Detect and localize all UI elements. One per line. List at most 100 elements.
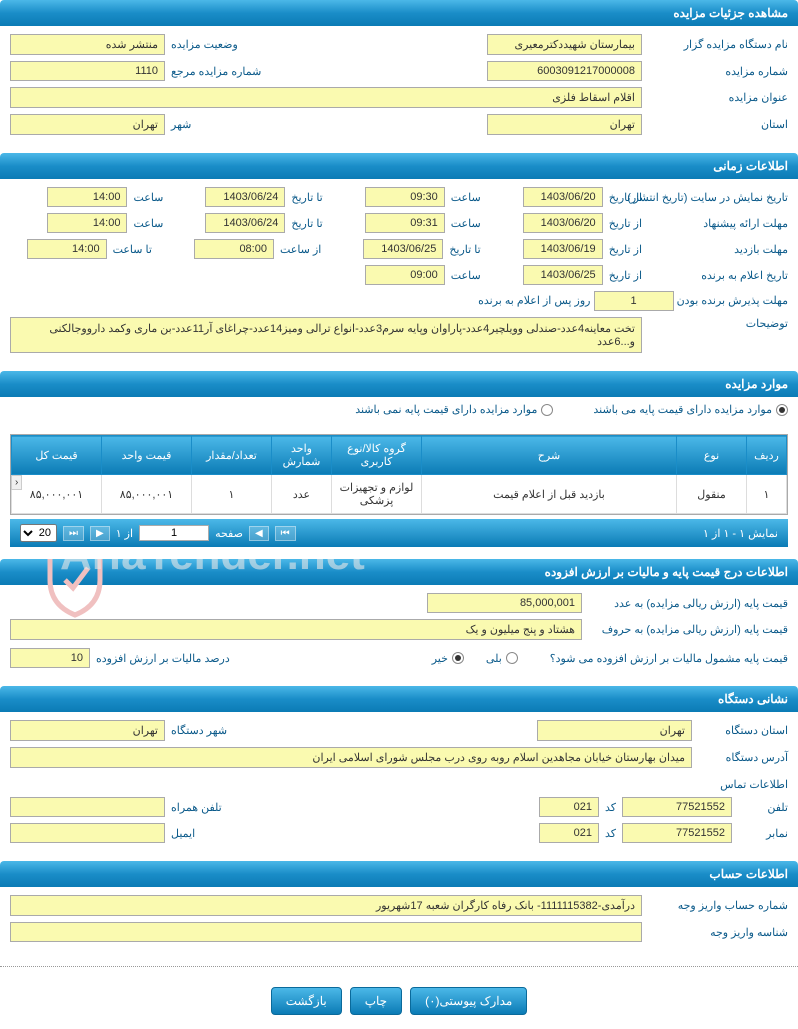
field-from-date-1: 1403/06/20: [523, 213, 603, 233]
label-province: استان: [648, 118, 788, 131]
label-winner-announce: تاریخ اعلام به برنده: [648, 269, 788, 282]
pager-page-label: صفحه: [215, 527, 243, 540]
th-qty: تعداد/مقدار: [192, 436, 272, 475]
td-type: منقول: [677, 475, 747, 514]
field-city: تهران: [10, 114, 165, 135]
th-row: ردیف: [747, 436, 787, 475]
th-unit: واحد شمارش: [272, 436, 332, 475]
field-from-date-2: 1403/06/19: [523, 239, 603, 259]
radio-vat-yes[interactable]: بلی: [486, 652, 518, 665]
field-time2-0: 14:00: [47, 187, 127, 207]
radio-vat-no[interactable]: خیر: [432, 652, 464, 665]
td-unit: عدد: [272, 475, 332, 514]
field-org-name: بیمارستان شهیددکترمعیری: [487, 34, 642, 55]
back-button[interactable]: بازگشت: [271, 987, 342, 1015]
field-org-city: تهران: [10, 720, 165, 741]
td-group: لوازم و تجهیزات پزشکی: [332, 475, 422, 514]
label-to-date-1: تا تاریخ: [291, 217, 322, 230]
label-org-city: شهر دستگاه: [171, 724, 227, 737]
th-type: نوع: [677, 436, 747, 475]
attachments-button[interactable]: مدارک پیوستی(۰): [410, 987, 527, 1015]
field-province: تهران: [487, 114, 642, 135]
label-from-date-2: از تاریخ: [609, 243, 642, 256]
label-time1-3: ساعت: [451, 269, 481, 282]
field-time1-3: 09:00: [365, 265, 445, 285]
field-description: تخت معاینه4عدد-صندلی وویلچیر4عدد-پاراوان…: [10, 317, 642, 353]
label-time1-1: ساعت: [451, 217, 481, 230]
pager-last-icon[interactable]: ⏭: [63, 526, 84, 541]
label-payment-id: شناسه واریز وجه: [648, 926, 788, 939]
pager-summary: نمایش ۱ - ۱ از ۱: [703, 527, 778, 540]
items-table: ردیف نوع شرح گروه کالا/نوع کاربری واحد ش…: [10, 434, 788, 515]
th-desc: شرح: [422, 436, 677, 475]
label-fax: نمابر: [738, 827, 788, 840]
pager-size-select[interactable]: 20: [20, 524, 57, 542]
label-to-date-2: از ساعت: [280, 243, 321, 256]
section-header-account: اطلاعات حساب: [0, 861, 798, 887]
field-fax: 77521552: [622, 823, 732, 843]
label-accept-suffix: روز پس از اعلام به برنده: [478, 295, 590, 307]
label-base-price-num: قیمت پایه (ارزش ریالی مزایده) به عدد: [588, 597, 788, 610]
field-accept-days: 1: [594, 291, 674, 311]
label-city: شهر: [171, 118, 191, 131]
label-phone-code: کد: [605, 801, 616, 814]
field-time2-1: 14:00: [47, 213, 127, 233]
pager-page-input[interactable]: [139, 525, 209, 541]
th-group: گروه کالا/نوع کاربری: [332, 436, 422, 475]
radio-no-base-price[interactable]: موارد مزایده دارای قیمت پایه نمی باشند: [355, 403, 553, 416]
field-email: [10, 823, 165, 843]
label-vat-question: قیمت پایه مشمول مالیات بر ارزش افزوده می…: [550, 652, 788, 665]
field-from-date-3: 1403/06/25: [523, 265, 603, 285]
label-description: توضیحات: [648, 317, 788, 330]
field-from-date-0: 1403/06/20: [523, 187, 603, 207]
radio-yes-label: بلی: [486, 652, 502, 665]
field-org-province: تهران: [537, 720, 692, 741]
radio-has-base-price[interactable]: موارد مزایده دارای قیمت پایه می باشند: [593, 403, 788, 416]
label-account-number: شماره حساب واریز وجه: [648, 899, 788, 912]
label-phone: تلفن: [738, 801, 788, 814]
pager-next-icon[interactable]: ▶: [90, 526, 110, 541]
label-proposal-deadline: مهلت ارائه پیشنهاد: [648, 217, 788, 230]
scroll-left-icon[interactable]: ‹: [11, 475, 22, 490]
label-from-date-0: از تاریخ: [609, 191, 642, 204]
pager-prev-icon[interactable]: ◀: [249, 526, 269, 541]
pager: نمایش ۱ - ۱ از ۱ ⏮ ◀ صفحه از ۱ ▶ ⏭ 20: [10, 519, 788, 547]
pager-of-label: از ۱: [116, 527, 133, 540]
label-from-date-3: از تاریخ: [609, 269, 642, 282]
table-row[interactable]: ۱ منقول بازدید قبل از اعلام قیمت لوازم و…: [12, 475, 787, 514]
label-org-address: آدرس دستگاه: [698, 751, 788, 764]
label-base-price-txt: قیمت پایه (ارزش ریالی مزایده) به حروف: [588, 623, 788, 636]
radio-icon: [506, 652, 518, 664]
label-org-name: نام دستگاه مزایده گزار: [648, 38, 788, 51]
field-time1-0: 09:30: [365, 187, 445, 207]
radio-label-2: موارد مزایده دارای قیمت پایه نمی باشند: [355, 403, 537, 416]
label-org-province: استان دستگاه: [698, 724, 788, 737]
field-account-number: درآمدی-1111115382- بانک رفاه کارگران شعب…: [10, 895, 642, 916]
radio-icon: [776, 404, 788, 416]
label-auction-title: عنوان مزایده: [648, 91, 788, 104]
field-to-date-1: 1403/06/24: [205, 213, 285, 233]
radio-icon: [452, 652, 464, 664]
label-visit-deadline: مهلت بازدید: [648, 243, 788, 256]
label-vat-pct: درصد مالیات بر ارزش افزوده: [96, 652, 230, 665]
field-time2-2: 14:00: [27, 239, 107, 259]
section-header-pricing: اطلاعات درج قیمت پایه و مالیات بر ارزش ا…: [0, 559, 798, 585]
field-ref-number: 1110: [10, 61, 165, 81]
section-header-timing: اطلاعات زمانی: [0, 153, 798, 179]
field-base-price-txt: هشتاد و پنج میلیون و یک: [10, 619, 582, 640]
label-time1-0: ساعت: [451, 191, 481, 204]
label-time1-2: تا تاریخ: [449, 243, 480, 256]
label-time2-0: ساعت: [133, 191, 163, 204]
label-time2-2: تا ساعت: [113, 243, 152, 256]
pager-first-icon[interactable]: ⏮: [275, 526, 296, 541]
td-total-price: ۸۵,۰۰۰,۰۰۱: [12, 475, 102, 514]
print-button[interactable]: چاپ: [350, 987, 402, 1015]
field-vat-pct: 10: [10, 648, 90, 668]
label-from-date-1: از تاریخ: [609, 217, 642, 230]
radio-label-1: موارد مزایده دارای قیمت پایه می باشند: [593, 403, 772, 416]
radio-icon: [541, 404, 553, 416]
field-payment-id: [10, 922, 642, 942]
td-unit-price: ۸۵,۰۰۰,۰۰۱: [102, 475, 192, 514]
td-qty: ۱: [192, 475, 272, 514]
label-publish-date: تاریخ نمایش در سایت (تاریخ انتشار): [648, 191, 788, 204]
